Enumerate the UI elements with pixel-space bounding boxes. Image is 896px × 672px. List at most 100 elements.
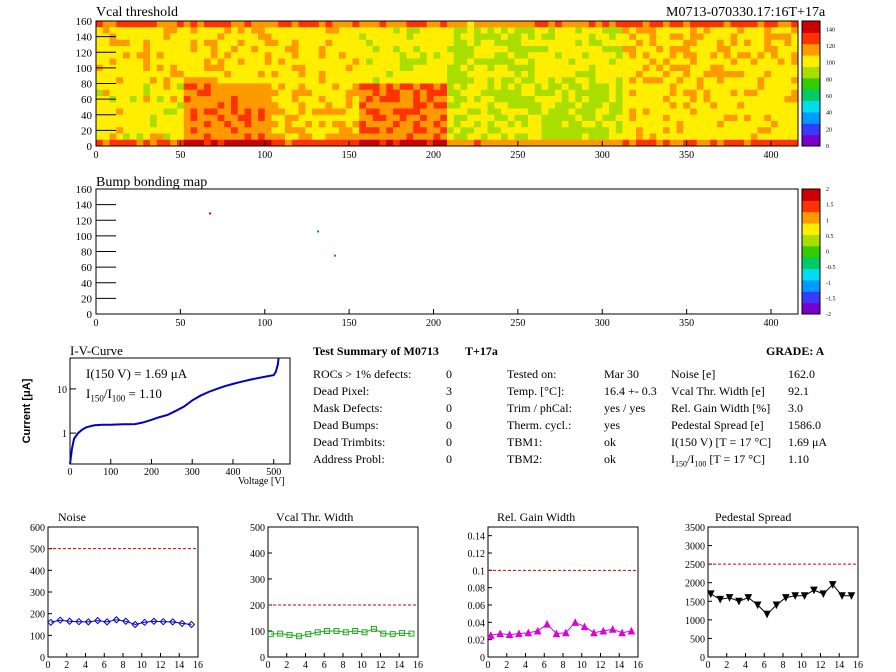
mini-data-point — [515, 629, 523, 638]
mini-data-point — [361, 629, 368, 636]
mini-y-tick-label: 300 — [30, 588, 45, 599]
bump-colorbar-band — [802, 279, 820, 292]
bump-y-tick-label: 40 — [81, 278, 93, 290]
mini-y-tick-label: 2000 — [685, 579, 705, 590]
mini-x-tick-label: 0 — [266, 660, 271, 671]
mini-data-point — [295, 633, 302, 640]
mini-data-point — [782, 594, 790, 602]
colorbar-tick-label: 140 — [826, 27, 835, 33]
bump-y-tick-label: 140 — [76, 200, 93, 212]
mini-data-point — [380, 630, 387, 637]
mini-data-point — [627, 626, 636, 635]
bump-colorbar-band — [802, 211, 820, 224]
iv-legend-line2: I150/I100 = 1.10 — [86, 386, 162, 404]
mini-x-tick-label: 2 — [284, 660, 289, 671]
c2-value-2: yes / yes — [604, 401, 646, 415]
mini-x-tick-label: 10 — [797, 660, 807, 671]
mini-y-tick-label: 0 — [40, 653, 45, 664]
heatmap-x-tick-label: 0 — [94, 150, 99, 161]
mini-data-point — [178, 619, 186, 628]
mini-y-tick-label: 2500 — [685, 560, 705, 571]
heatmap-y-tick-label: 160 — [76, 16, 93, 28]
mini-x-tick-label: 10 — [357, 660, 367, 671]
heatmap-x-tick-label: 150 — [342, 150, 357, 161]
bump-y-tick-label: 100 — [76, 231, 93, 243]
mini-data-point — [389, 631, 396, 638]
bump-x-tick-label: 350 — [679, 318, 694, 329]
colorbar-band — [802, 134, 820, 147]
mini-x-tick-label: 16 — [193, 660, 203, 671]
bump-y-tick-label: 80 — [81, 247, 93, 259]
mini-series-line — [270, 628, 412, 637]
mini-y-tick-label: 400 — [250, 549, 265, 560]
c2-label-0: Tested on: — [507, 367, 557, 381]
c2-value-0: Mar 30 — [604, 367, 639, 381]
iv-legend-line1: I(150 V) = 1.69 μA — [86, 366, 188, 381]
mini-x-tick-label: 12 — [156, 660, 166, 671]
iv-legend-mid: /I — [103, 386, 112, 401]
mini-y-tick-label: 100 — [30, 631, 45, 642]
mini-data-point — [47, 618, 55, 627]
bump-colorbar-frame — [801, 188, 821, 315]
heatmap-y-tick-label: 120 — [76, 47, 93, 59]
mini-y-tick-label: 500 — [250, 523, 265, 534]
c3-value-1: 92.1 — [788, 384, 809, 398]
mini-y-tick-label: 0 — [480, 653, 485, 664]
mini-x-tick-label: 12 — [376, 660, 386, 671]
heatmap-y-tick-label: 60 — [81, 94, 93, 106]
summary-temp-label: T+17a — [465, 344, 498, 358]
c3-label-5: I150/I100 [T = 17 °C] — [671, 452, 765, 468]
colorbar-tick-label: 80 — [826, 77, 832, 83]
bump-colorbar-band — [802, 268, 820, 281]
mini-data-point — [828, 581, 837, 589]
c2-label-1: Temp. [°C]: — [507, 384, 565, 398]
c3-label-2: Rel. Gain Width [%] — [671, 401, 771, 415]
bump-colorbar-band — [802, 257, 820, 270]
colorbar-frame — [801, 20, 821, 147]
gain-width-chart-svg: 0 2 4 6 8 10 12 14 16 0 0.02 0.04 0.06 0.08 0.1 0.12 0.1… — [468, 526, 643, 671]
c3-value-0: 162.0 — [788, 367, 815, 381]
c1-label-4: Dead Trimbits: — [313, 435, 386, 449]
mini-data-point — [333, 628, 340, 634]
mini-x-tick-label: 4 — [743, 660, 748, 671]
mini-y-tick-label: 0.1 — [473, 566, 486, 577]
mini-x-tick-label: 12 — [816, 660, 826, 671]
c1-label-0: ROCs > 1% defects: — [313, 367, 412, 381]
mini-data-point — [580, 622, 589, 631]
mini-y-tick-label: 3500 — [685, 523, 705, 534]
mini-data-point — [618, 628, 626, 637]
mini-x-tick-label: 12 — [596, 660, 606, 671]
colorbar-tick-label: 20 — [826, 127, 832, 133]
mini-x-tick-label: 14 — [174, 660, 184, 671]
mini-data-point — [408, 630, 415, 637]
mini-data-point — [324, 628, 331, 634]
mini-data-point — [744, 594, 753, 602]
bump-colorbar-tick-label: 0 — [826, 250, 829, 256]
c2-label-4: TBM1: — [507, 435, 543, 449]
mini-x-tick-label: 0 — [46, 660, 51, 671]
mini-y-tick-label: 0 — [260, 653, 265, 664]
bump-colorbar-band — [802, 200, 820, 213]
bump-x-tick-label: 300 — [595, 318, 610, 329]
bump-colorbar-tick-label: 2 — [826, 187, 829, 193]
colorbar-band — [802, 32, 820, 45]
mini-x-tick-label: 16 — [853, 660, 863, 671]
mini-x-tick-label: 14 — [394, 660, 404, 671]
c1-label-1: Dead Pixel: — [313, 384, 370, 398]
bump-x-tick-label: 0 — [94, 318, 99, 329]
bump-defect-point — [333, 254, 336, 257]
vcal-threshold-title: Vcal threshold — [96, 5, 179, 20]
heatmap-y-tick-label: 80 — [81, 79, 93, 91]
colorbar-tick-label: 120 — [826, 44, 835, 50]
mini-data-point — [562, 628, 570, 637]
heatmap-x-tick-label: 200 — [426, 150, 441, 161]
bump-x-tick-label: 250 — [510, 318, 525, 329]
summary-grade: GRADE: A — [766, 344, 825, 358]
mini-x-tick-label: 16 — [633, 660, 643, 671]
vcal-threshold-panel: Vcal threshold M0713-070330.17:16T+17a 0… — [0, 0, 896, 170]
mini-x-tick-label: 8 — [121, 660, 126, 671]
pedestal-spread-chart-svg: 0 2 4 6 8 10 12 14 16 0 500 1000 1500 2000 2500 3000 350… — [685, 523, 863, 671]
colorbar-band — [802, 43, 820, 56]
bump-colorbar-tick-label: 1 — [826, 218, 829, 224]
mini-data-point — [399, 630, 406, 637]
